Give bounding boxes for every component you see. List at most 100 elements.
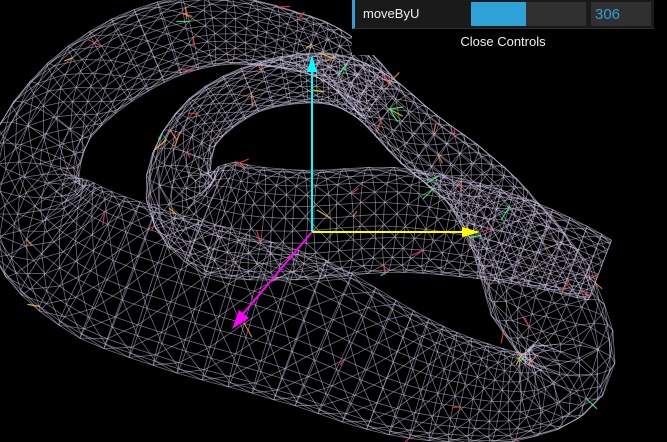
mesh-edge [359, 226, 362, 249]
mesh-edge [296, 260, 316, 292]
mesh-edge [354, 95, 360, 104]
mesh-edge [244, 298, 281, 324]
mesh-edge [207, 178, 212, 184]
y-axis-arrowhead [307, 55, 317, 72]
mesh-edge [192, 113, 198, 136]
mesh-edge [333, 46, 341, 57]
mesh-edge [308, 359, 345, 377]
mesh-edge [233, 93, 253, 98]
mesh-accent-stroke [256, 230, 262, 243]
mesh-edge [509, 337, 522, 355]
mesh-edge [46, 285, 60, 304]
mesh-edge [521, 377, 529, 401]
mesh-edge [0, 265, 7, 278]
mesh-edge [316, 70, 326, 76]
mesh-edge [464, 361, 470, 384]
mesh-edge [294, 270, 318, 272]
mesh-edge [315, 24, 322, 34]
mesh-edge [79, 337, 108, 340]
mesh-edge [525, 340, 538, 351]
mesh-edge [45, 261, 76, 275]
mesh-edge [243, 115, 246, 120]
mesh-edge [111, 9, 135, 22]
mesh-edge [315, 33, 324, 50]
mesh-edge [430, 375, 442, 405]
mesh-edge [169, 117, 189, 131]
mesh-edge [225, 82, 231, 92]
mesh-edge [203, 346, 211, 370]
mesh-edge [368, 167, 397, 176]
mesh-edge [418, 144, 426, 158]
mesh-edge [228, 263, 264, 285]
mesh-edge [515, 255, 522, 272]
mesh-edge [469, 337, 472, 342]
mesh-edge [364, 116, 371, 120]
mesh-edge [208, 180, 214, 184]
mesh-edge [58, 324, 85, 330]
mesh-edge [111, 14, 137, 20]
mesh-edge [536, 355, 556, 361]
mesh-edge [383, 326, 404, 338]
mesh-edge [144, 26, 167, 36]
mesh-edge [396, 408, 416, 414]
mesh-edge [560, 344, 581, 353]
mesh-edge [338, 250, 342, 269]
mesh-edge [171, 21, 190, 44]
mesh-edge [378, 342, 398, 352]
mesh-edge [266, 32, 283, 50]
mesh-edge [293, 271, 298, 280]
mesh-edge [521, 389, 538, 393]
mesh-edge [0, 263, 5, 273]
mesh-edge [519, 391, 522, 412]
mesh-edge [5, 168, 25, 178]
moveByU-slider[interactable] [471, 2, 586, 26]
mesh-edge [414, 167, 428, 178]
mesh-edge [68, 35, 95, 47]
mesh-edge [597, 369, 611, 375]
mesh-edge [186, 259, 207, 272]
mesh-edge [559, 248, 577, 256]
mesh-edge [229, 120, 234, 127]
mesh-edge [117, 217, 132, 224]
mesh-edge [25, 182, 50, 194]
close-controls-button[interactable]: Close Controls [352, 29, 654, 55]
mesh-edge [446, 143, 451, 165]
mesh-edge [254, 388, 276, 396]
mesh-edge [78, 162, 82, 176]
mesh-edge [283, 218, 287, 244]
mesh-edge [247, 253, 271, 272]
mesh-edge [173, 148, 188, 153]
mesh-edge [77, 152, 84, 169]
mesh-edge [376, 76, 392, 82]
mesh-edge [254, 360, 262, 384]
mesh-edge [44, 164, 52, 183]
mesh-edge [137, 308, 148, 336]
mesh-edge [406, 269, 423, 274]
mesh-edge [101, 99, 111, 110]
mesh-edge [92, 72, 121, 77]
mesh-edge [292, 43, 296, 56]
mesh-edge [422, 231, 447, 251]
mesh-edge [420, 326, 428, 346]
mesh-edge [448, 438, 451, 442]
mesh-edge [472, 237, 479, 253]
mesh-edge [124, 200, 141, 203]
mesh-edge [17, 209, 41, 215]
mesh-edge [130, 34, 145, 61]
mesh-edge [308, 348, 322, 377]
mesh-edge [480, 189, 498, 210]
mesh-edge [329, 63, 347, 68]
mesh-edge [48, 173, 65, 184]
mesh-edge [185, 350, 206, 377]
mesh-edge [296, 12, 299, 20]
moveByU-number-input[interactable] [591, 2, 651, 26]
mesh-edge [158, 1, 182, 8]
mesh-edge [41, 133, 47, 151]
mesh-edge [424, 270, 444, 273]
mesh-edge [566, 299, 586, 306]
mesh-edge [431, 437, 451, 440]
mesh-edge [454, 335, 470, 342]
mesh-edge [79, 333, 82, 339]
